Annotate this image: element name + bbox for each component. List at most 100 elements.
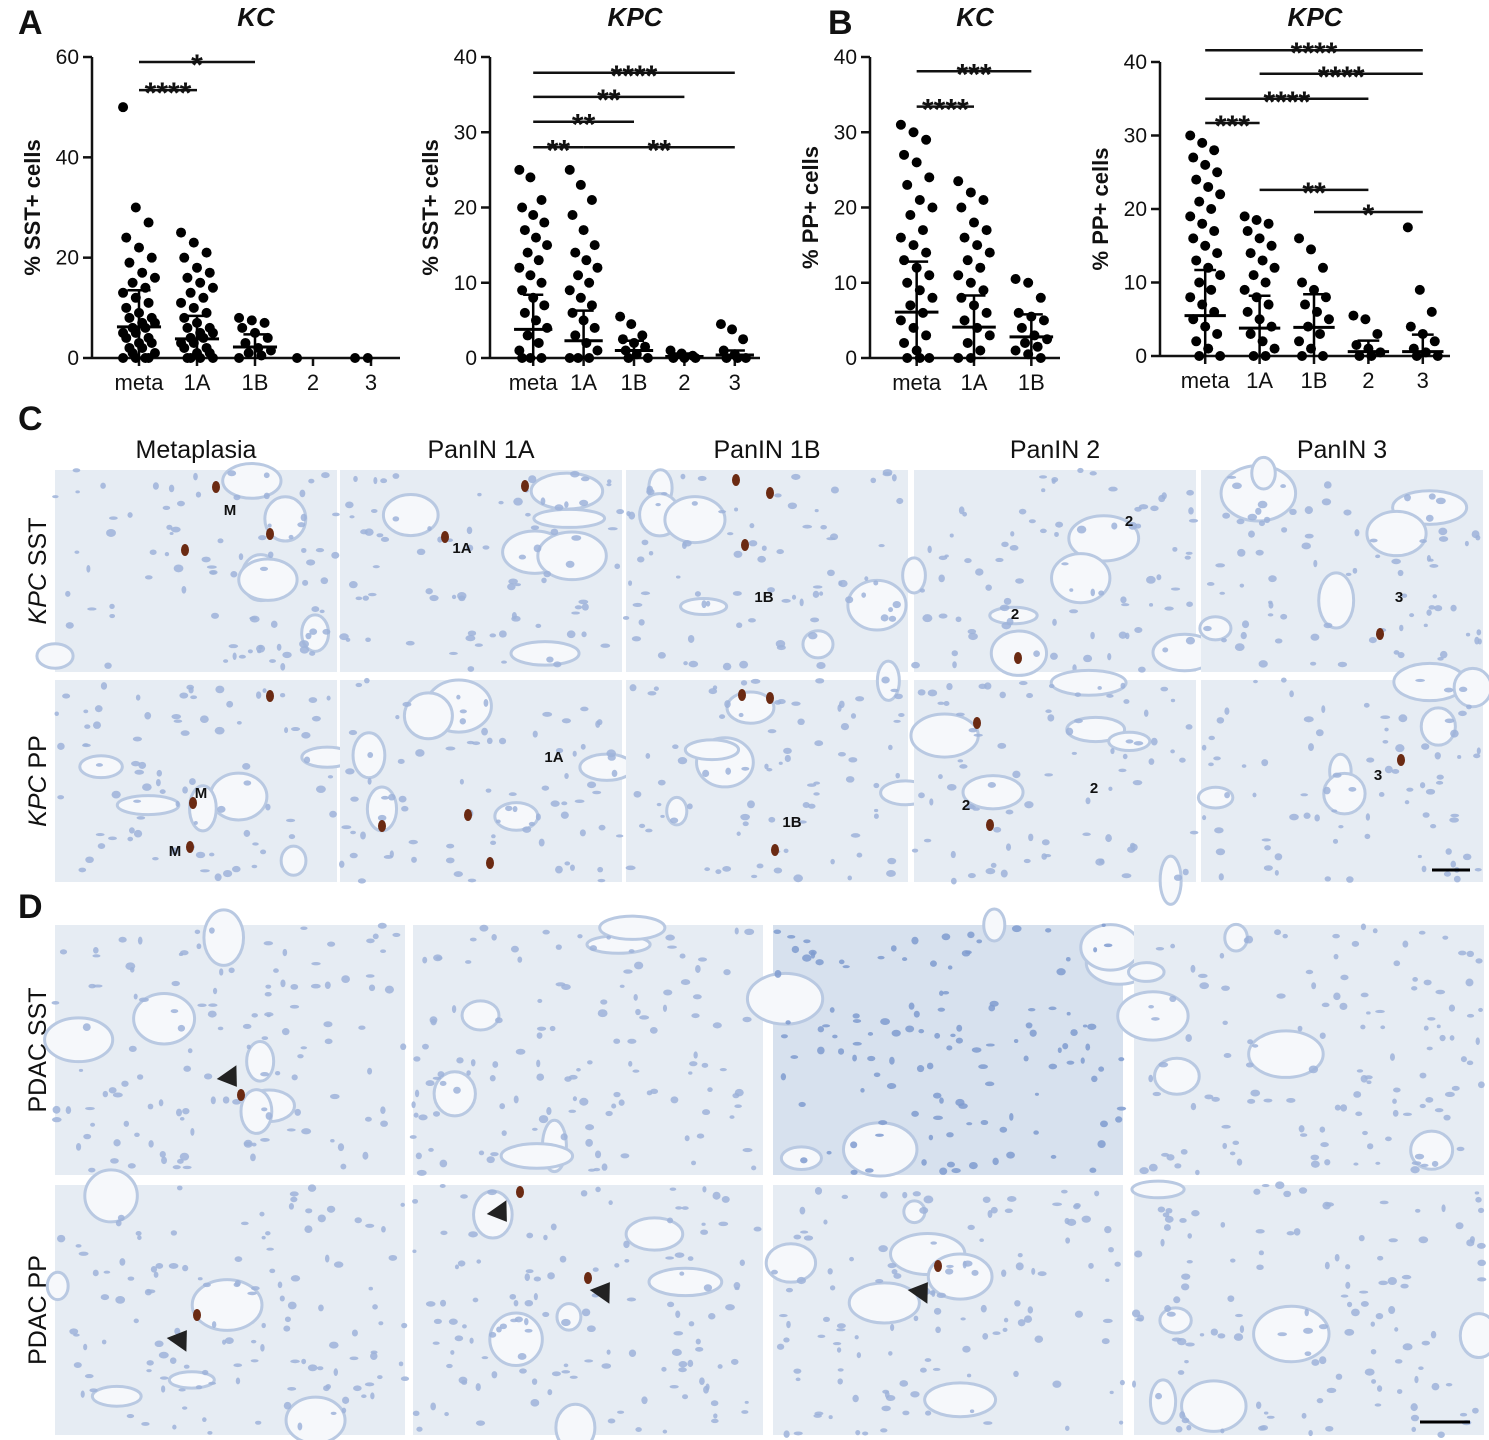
nucleus bbox=[133, 799, 142, 803]
nucleus bbox=[980, 1120, 989, 1126]
nucleus bbox=[1258, 1425, 1266, 1431]
nucleus bbox=[300, 1046, 308, 1050]
significance-label: * bbox=[1363, 199, 1375, 232]
nucleus bbox=[1138, 504, 1149, 510]
nucleus bbox=[1180, 1283, 1190, 1291]
data-point bbox=[981, 307, 992, 318]
data-point bbox=[143, 217, 154, 228]
nucleus bbox=[1311, 1359, 1320, 1366]
nucleus bbox=[966, 1373, 972, 1378]
nucleus bbox=[176, 1108, 183, 1117]
nucleus bbox=[263, 472, 270, 479]
nucleus bbox=[445, 857, 455, 864]
nucleus bbox=[802, 954, 812, 962]
nucleus bbox=[1261, 1183, 1270, 1188]
nucleus bbox=[542, 929, 550, 935]
nucleus bbox=[52, 495, 59, 499]
nucleus bbox=[1082, 832, 1091, 837]
nucleus bbox=[902, 957, 908, 962]
nucleus bbox=[1039, 528, 1047, 534]
nucleus bbox=[803, 939, 811, 944]
nucleus bbox=[1471, 530, 1480, 539]
data-point bbox=[134, 242, 144, 253]
nucleus bbox=[778, 761, 783, 765]
data-point bbox=[1317, 262, 1328, 273]
nucleus bbox=[950, 877, 957, 885]
nucleus bbox=[133, 993, 138, 1000]
nucleus bbox=[80, 1390, 85, 1398]
nucleus bbox=[878, 544, 885, 548]
nucleus bbox=[1301, 542, 1311, 550]
nucleus bbox=[1356, 1069, 1364, 1073]
data-point bbox=[1414, 284, 1425, 295]
nucleus bbox=[1009, 1112, 1014, 1121]
x-tick-label: 1B bbox=[621, 370, 648, 395]
nucleus bbox=[1431, 1160, 1439, 1167]
stained-cell bbox=[237, 1089, 245, 1101]
nucleus bbox=[81, 743, 91, 748]
nucleus bbox=[856, 1352, 862, 1359]
nucleus bbox=[518, 554, 527, 560]
nucleus bbox=[855, 1429, 861, 1436]
nucleus bbox=[1170, 698, 1176, 703]
nucleus bbox=[380, 1120, 388, 1127]
nucleus bbox=[1185, 1342, 1195, 1347]
nucleus bbox=[1351, 1308, 1360, 1317]
nucleus bbox=[265, 803, 271, 811]
nucleus bbox=[680, 473, 686, 480]
nucleus bbox=[72, 468, 81, 473]
nucleus bbox=[946, 682, 953, 691]
x-tick-label: 2 bbox=[307, 370, 319, 395]
nucleus bbox=[228, 967, 235, 974]
nucleus bbox=[1450, 813, 1460, 818]
nucleus bbox=[776, 549, 784, 555]
nucleus bbox=[297, 522, 306, 528]
nucleus bbox=[246, 1044, 251, 1050]
stained-cell bbox=[738, 689, 746, 701]
nucleus bbox=[1235, 1313, 1243, 1318]
nucleus bbox=[485, 788, 492, 793]
nucleus bbox=[168, 484, 175, 493]
nucleus bbox=[243, 1139, 253, 1148]
nucleus bbox=[1261, 838, 1271, 842]
nucleus bbox=[102, 1090, 108, 1098]
nucleus bbox=[791, 594, 797, 600]
nucleus bbox=[303, 756, 311, 764]
data-point bbox=[1010, 273, 1021, 284]
data-point bbox=[146, 252, 157, 263]
nucleus bbox=[51, 1000, 60, 1005]
data-point bbox=[179, 312, 190, 323]
nucleus bbox=[587, 1060, 593, 1065]
nucleus bbox=[255, 1420, 262, 1425]
nucleus bbox=[1339, 1002, 1348, 1011]
nucleus bbox=[515, 1048, 526, 1055]
data-point bbox=[1023, 277, 1034, 288]
nucleus bbox=[377, 814, 387, 821]
nucleus bbox=[1267, 613, 1274, 617]
nucleus bbox=[65, 1106, 72, 1115]
nucleus bbox=[127, 1276, 135, 1281]
nucleus bbox=[776, 1343, 785, 1350]
nucleus bbox=[333, 1368, 339, 1377]
nucleus bbox=[489, 1075, 496, 1082]
nucleus bbox=[1378, 1280, 1389, 1286]
nucleus bbox=[1080, 1057, 1085, 1064]
nucleus bbox=[172, 1424, 177, 1430]
nucleus bbox=[202, 1417, 207, 1423]
nucleus bbox=[1155, 947, 1165, 951]
nucleus bbox=[144, 711, 152, 720]
nucleus bbox=[392, 516, 400, 522]
nucleus bbox=[1122, 753, 1128, 760]
data-point bbox=[1426, 306, 1437, 317]
nucleus bbox=[1023, 1055, 1029, 1062]
nucleus bbox=[1427, 1017, 1436, 1021]
nucleus bbox=[1081, 1215, 1091, 1223]
nucleus bbox=[468, 1231, 478, 1238]
nucleus bbox=[1337, 661, 1348, 668]
nucleus bbox=[454, 1335, 464, 1342]
nucleus bbox=[487, 1189, 498, 1196]
nucleus bbox=[1232, 1140, 1240, 1146]
data-point bbox=[234, 312, 245, 323]
nucleus bbox=[671, 1348, 682, 1356]
nucleus bbox=[1014, 1300, 1021, 1307]
